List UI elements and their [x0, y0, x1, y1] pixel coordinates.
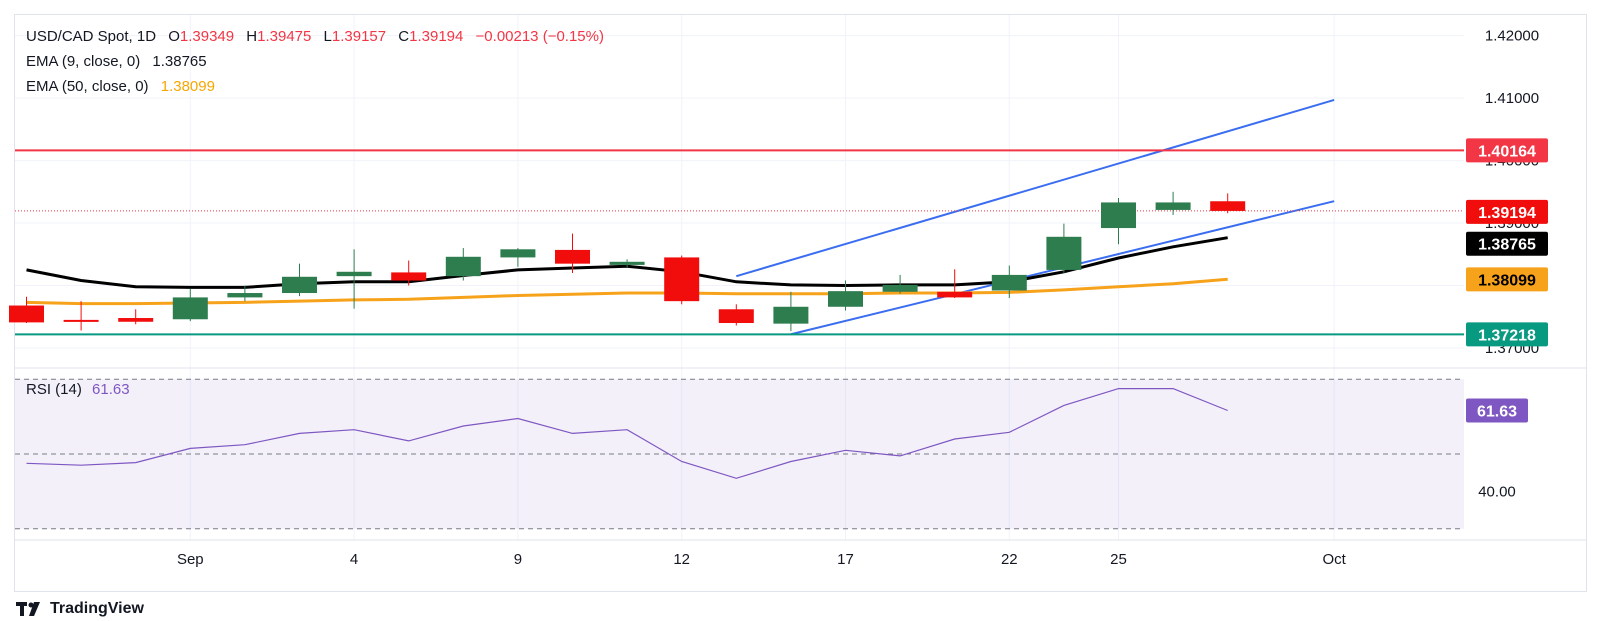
- rsi-pane: [15, 378, 1464, 530]
- rsi-value-tag-bg: [1466, 398, 1528, 423]
- price-tick-label: 1.41000: [1485, 90, 1539, 107]
- rsi-legend: RSI (14) 61.63: [26, 381, 130, 398]
- last-price-tag-bg: [1466, 199, 1548, 224]
- candle-body: [555, 249, 590, 264]
- tradingview-footer[interactable]: TradingView: [16, 598, 144, 619]
- chart-frame: [14, 14, 1587, 592]
- time-tick-label: 22: [1001, 551, 1018, 568]
- price-tick-label: 1.42000: [1485, 28, 1539, 45]
- ema50-price-tag-bg: [1466, 267, 1548, 292]
- open-label: O: [168, 28, 180, 45]
- candle-body: [336, 271, 372, 277]
- ohlc-legend: USD/CAD Spot, 1D O1.39349 H1.39475 L1.39…: [26, 28, 606, 45]
- candle-body: [227, 293, 263, 298]
- ema50-value: 1.38099: [160, 78, 215, 95]
- time-tick-label: 17: [837, 551, 854, 568]
- ema9-price-tag-bg: [1466, 231, 1548, 256]
- candle-body: [828, 291, 863, 307]
- candle-body: [500, 249, 536, 258]
- low-label: L: [323, 28, 332, 45]
- ema9-value: 1.38765: [152, 53, 207, 70]
- low-value: 1.39157: [331, 28, 387, 45]
- tradingview-logo-icon: [16, 601, 44, 616]
- resistance-price-tag-bg: [1466, 138, 1548, 163]
- time-tick-label: Oct: [1322, 551, 1346, 568]
- time-tick-label: Sep: [177, 551, 204, 568]
- rsi-label: RSI (14): [26, 381, 82, 398]
- candle-body: [1210, 201, 1246, 211]
- candle-body: [718, 309, 754, 324]
- candle-body: [882, 284, 918, 292]
- horizontal-lines[interactable]: [15, 149, 1464, 336]
- candle-body: [1155, 202, 1191, 210]
- candle-body: [445, 256, 481, 277]
- channel-upper-line[interactable]: [736, 99, 1335, 278]
- candle-body: [937, 291, 973, 298]
- rsi-line: [26, 388, 1228, 479]
- candle-body: [991, 274, 1027, 291]
- time-tick-label: 4: [350, 551, 358, 568]
- candle-body: [609, 261, 645, 265]
- candle-body: [172, 297, 208, 320]
- candles: [9, 191, 1246, 332]
- candle-body: [391, 272, 427, 281]
- rsi-tick-label: 40.00: [1478, 483, 1516, 500]
- rsi-line-path: [26, 388, 1228, 479]
- high-value: 1.39475: [257, 28, 312, 45]
- ema50-legend: EMA (50, close, 0) 1.38099: [26, 78, 217, 95]
- candle-body: [664, 257, 700, 302]
- candle-body: [1046, 236, 1082, 270]
- ema50-label: EMA (50, close, 0): [26, 78, 149, 95]
- candle-body: [282, 276, 317, 294]
- time-tick-label: 12: [673, 551, 690, 568]
- change-value: −0.00213 (−0.15%): [475, 28, 604, 45]
- rsi-legend-value: 61.63: [92, 381, 130, 398]
- resistance-price-tag: 1.40164: [1478, 143, 1536, 160]
- candle-body: [1101, 202, 1136, 229]
- price-tags: 1.40164 1.39194 1.38765 1.38099 1.37218 61.63: [1466, 138, 1548, 423]
- candle-body: [773, 306, 809, 324]
- support-price-tag-bg: [1466, 322, 1548, 347]
- rsi-value-tag: 61.63: [1477, 404, 1517, 421]
- ema50-price-tag: 1.38099: [1478, 272, 1536, 289]
- last-price-tag: 1.39194: [1478, 205, 1536, 222]
- brand-label: TradingView: [50, 599, 144, 617]
- support-price-tag: 1.37218: [1478, 327, 1536, 344]
- time-tick-label: 25: [1110, 551, 1127, 568]
- candle-body: [9, 305, 44, 323]
- high-label: H: [246, 28, 258, 45]
- ema9-legend: EMA (9, close, 0) 1.38765: [26, 53, 209, 70]
- trend-channel[interactable]: [736, 99, 1335, 336]
- ema50-line: [26, 277, 1228, 306]
- ema9-label: EMA (9, close, 0): [26, 53, 141, 70]
- ema9-price-tag: 1.38765: [1478, 237, 1536, 254]
- candle-body: [63, 319, 99, 322]
- symbol-label: USD/CAD Spot, 1D: [26, 28, 157, 45]
- open-value: 1.39349: [179, 28, 235, 45]
- candle-body: [118, 318, 154, 322]
- close-label: C: [398, 28, 410, 45]
- close-value: 1.39194: [409, 28, 464, 45]
- time-tick-label: 9: [514, 551, 522, 568]
